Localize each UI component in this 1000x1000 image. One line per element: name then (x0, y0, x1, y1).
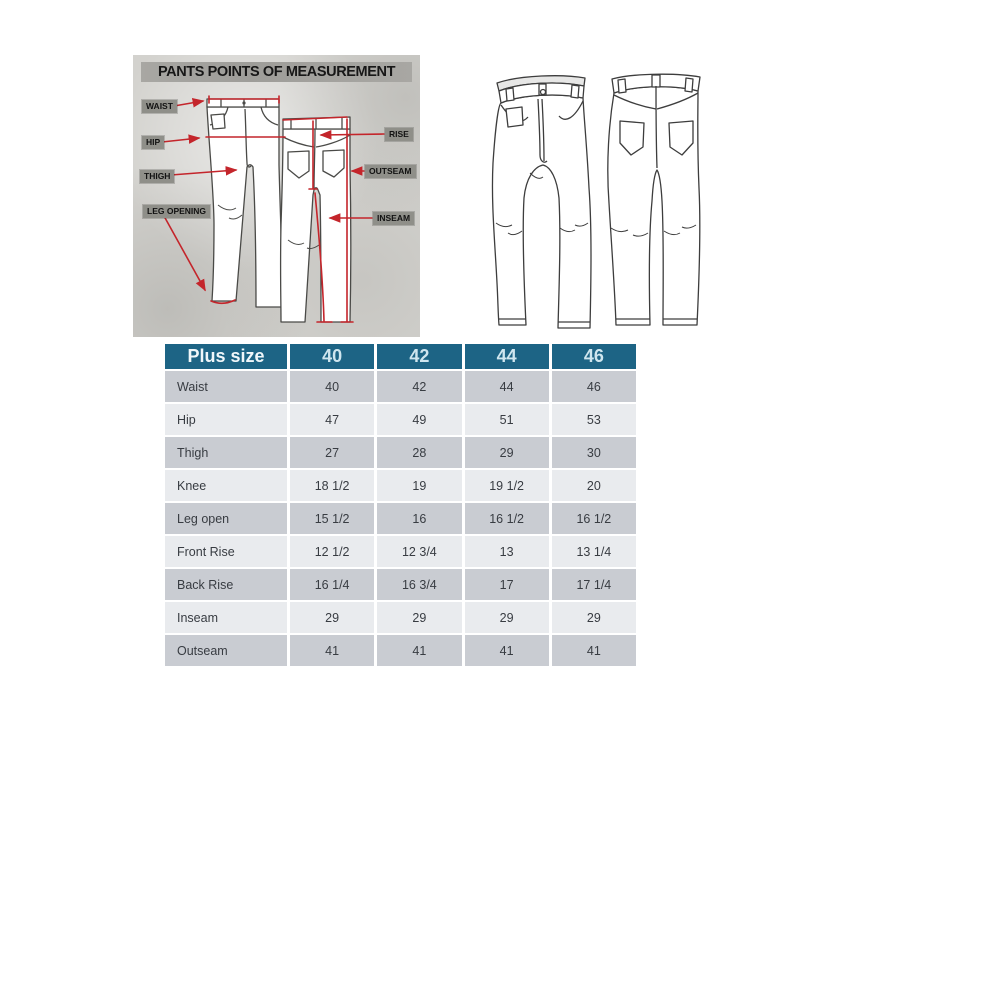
cell-value: 20 (551, 470, 636, 501)
cell-value: 41 (551, 635, 636, 666)
label-outseam: OUTSEAM (365, 165, 416, 178)
cell-value: 29 (464, 602, 549, 633)
cell-value: 51 (464, 404, 549, 435)
cell-value: 18 1/2 (290, 470, 375, 501)
cell-value: 13 1/4 (551, 536, 636, 567)
label-rise: RISE (385, 128, 413, 141)
pants-measurement-diagram: PANTS POINTS OF MEASUREMENT WAIST HIP TH… (133, 55, 420, 337)
label-thigh: THIGH (140, 170, 175, 183)
cell-value: 29 (290, 602, 375, 633)
cell-value: 40 (290, 371, 375, 402)
cell-value: 42 (377, 371, 462, 402)
row-label-back-rise: Back Rise (165, 569, 287, 600)
cell-value: 16 3/4 (377, 569, 462, 600)
cell-value: 28 (377, 437, 462, 468)
row-label-knee: Knee (165, 470, 287, 501)
measurement-lines (161, 95, 385, 323)
cell-value: 44 (464, 371, 549, 402)
jeans-flats-art (491, 73, 701, 329)
cell-value: 47 (290, 404, 375, 435)
chart-header-label: Plus size (165, 344, 287, 369)
jeans-front-flat (491, 75, 592, 329)
cell-value: 17 1/4 (551, 569, 636, 600)
cell-value: 41 (464, 635, 549, 666)
cell-value: 16 1/4 (290, 569, 375, 600)
row-label-hip: Hip (165, 404, 287, 435)
diagram-title: PANTS POINTS OF MEASUREMENT (141, 62, 412, 82)
label-inseam: INSEAM (373, 212, 415, 225)
size-column-header-44: 44 (464, 344, 549, 369)
cell-value: 16 (377, 503, 462, 534)
cell-value: 29 (464, 437, 549, 468)
diagram-pants-front (206, 98, 284, 308)
cell-value: 16 1/2 (464, 503, 549, 534)
cell-value: 29 (377, 602, 462, 633)
cell-value: 41 (377, 635, 462, 666)
diagram-pants-back (279, 116, 352, 323)
cell-value: 30 (551, 437, 636, 468)
size-column-header-40: 40 (290, 344, 375, 369)
row-label-front-rise: Front Rise (165, 536, 287, 567)
cell-value: 19 1/2 (464, 470, 549, 501)
cell-value: 29 (551, 602, 636, 633)
cell-value: 53 (551, 404, 636, 435)
label-waist: WAIST (142, 100, 177, 113)
cell-value: 19 (377, 470, 462, 501)
cell-value: 13 (464, 536, 549, 567)
row-label-inseam: Inseam (165, 602, 287, 633)
cell-value: 49 (377, 404, 462, 435)
cell-value: 15 1/2 (290, 503, 375, 534)
label-hip: HIP (142, 136, 165, 149)
size-column-header-46: 46 (551, 344, 636, 369)
cell-value: 12 1/2 (290, 536, 375, 567)
jeans-back-flat (607, 73, 701, 326)
cell-value: 27 (290, 437, 375, 468)
pants-line-art (161, 95, 385, 323)
jeans-technical-flats (460, 33, 740, 338)
row-label-outseam: Outseam (165, 635, 287, 666)
cell-value: 16 1/2 (551, 503, 636, 534)
row-label-waist: Waist (165, 371, 287, 402)
label-leg-opening: LEG OPENING (143, 205, 211, 218)
cell-value: 17 (464, 569, 549, 600)
row-label-thigh: Thigh (165, 437, 287, 468)
cell-value: 46 (551, 371, 636, 402)
cell-value: 41 (290, 635, 375, 666)
cell-value: 12 3/4 (377, 536, 462, 567)
size-column-header-42: 42 (377, 344, 462, 369)
plus-size-chart: Plus size 40 42 44 46 Waist 40 42 44 46 … (165, 344, 636, 666)
row-label-leg-open: Leg open (165, 503, 287, 534)
